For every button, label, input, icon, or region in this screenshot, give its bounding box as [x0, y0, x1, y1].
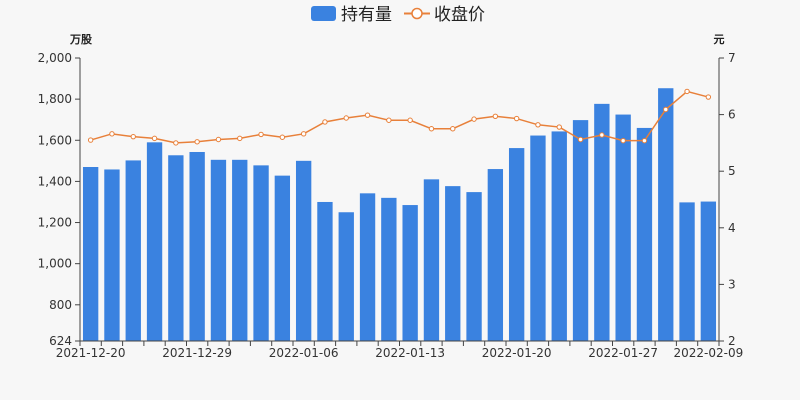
left-axis-tick-label: 1,200: [38, 216, 72, 230]
bar[interactable]: [104, 169, 120, 341]
price-point[interactable]: [130, 133, 136, 140]
bar[interactable]: [508, 148, 525, 341]
price-point[interactable]: [556, 124, 562, 130]
x-axis-tick-label: 2021-12-29: [162, 346, 232, 360]
legend-label-holdings: 持有量: [341, 5, 392, 25]
bar-series-holdings: [82, 88, 717, 342]
price-point[interactable]: [173, 140, 179, 146]
price-point[interactable]: [705, 94, 712, 100]
left-axis-unit: 万股: [69, 33, 93, 46]
bar[interactable]: [615, 114, 631, 341]
price-point[interactable]: [641, 137, 648, 144]
price-point[interactable]: [322, 119, 328, 125]
bar[interactable]: [402, 205, 418, 341]
price-point[interactable]: [87, 137, 94, 143]
legend-swatch-holdings: [311, 6, 336, 21]
legend[interactable]: 持有量 收盘价: [311, 5, 485, 25]
price-point[interactable]: [279, 134, 286, 140]
x-axis-tick-label: 2022-01-20: [482, 346, 552, 360]
bar[interactable]: [253, 165, 269, 341]
price-point[interactable]: [492, 113, 499, 120]
bar[interactable]: [445, 186, 461, 341]
x-axis-tick-label: 2021-12-20: [56, 346, 126, 360]
bar[interactable]: [210, 159, 227, 341]
price-point[interactable]: [300, 131, 307, 137]
price-point[interactable]: [471, 116, 477, 122]
bar[interactable]: [381, 197, 397, 341]
left-axis-tick-label: 1,800: [38, 92, 72, 106]
price-point[interactable]: [620, 137, 626, 144]
price-point[interactable]: [428, 126, 435, 132]
price-point[interactable]: [407, 117, 413, 123]
right-axis-tick-label: 7: [728, 51, 736, 65]
price-line: [90, 90, 709, 144]
price-point[interactable]: [535, 122, 541, 128]
left-axis-tick-label: 2,000: [38, 51, 72, 65]
bar[interactable]: [232, 159, 248, 341]
price-point[interactable]: [513, 115, 520, 122]
left-axis-tick-label: 1,400: [38, 174, 72, 188]
left-axis-tick-label: 1,000: [38, 257, 72, 271]
bar[interactable]: [636, 127, 653, 342]
price-point[interactable]: [258, 131, 264, 138]
line-series-price: [87, 88, 712, 146]
axes: 624 800 1,000 1,200 1,400 1,600 1,800 2,000 2 3 4 5…: [38, 51, 744, 360]
price-point[interactable]: [599, 132, 605, 138]
price-point[interactable]: [386, 117, 392, 123]
bar[interactable]: [168, 155, 184, 341]
legend-swatch-price-marker: [411, 7, 423, 20]
bar[interactable]: [679, 202, 695, 341]
right-axis-tick-label: 5: [728, 164, 736, 178]
bar[interactable]: [146, 142, 163, 341]
bar[interactable]: [466, 192, 482, 341]
bar[interactable]: [551, 131, 567, 341]
price-point[interactable]: [237, 135, 243, 142]
price-point[interactable]: [194, 139, 200, 145]
price-point[interactable]: [343, 115, 349, 121]
x-axis-tick-label: 2022-02-09: [673, 346, 743, 360]
left-axis-tick-label: 800: [49, 298, 72, 312]
bar[interactable]: [338, 212, 354, 341]
price-point[interactable]: [684, 88, 690, 95]
price-point[interactable]: [109, 131, 115, 137]
x-axis-tick-label: 2022-01-27: [588, 346, 658, 360]
bar[interactable]: [423, 179, 440, 341]
right-axis-unit: 元: [714, 33, 725, 46]
bar[interactable]: [317, 201, 333, 341]
bar[interactable]: [125, 160, 141, 341]
bar[interactable]: [594, 103, 610, 341]
x-axis-tick-label: 2022-01-06: [269, 346, 339, 360]
legend-label-price: 收盘价: [434, 5, 485, 25]
right-axis-tick-label: 6: [728, 108, 736, 122]
bar[interactable]: [295, 160, 312, 341]
price-point[interactable]: [663, 106, 669, 113]
bar[interactable]: [530, 135, 546, 341]
bar[interactable]: [359, 193, 376, 341]
bar[interactable]: [658, 88, 674, 341]
x-axis-tick-label: 2022-01-13: [375, 346, 445, 360]
price-point[interactable]: [450, 126, 456, 132]
right-axis-tick-label: 2: [728, 334, 736, 348]
price-point[interactable]: [577, 136, 584, 143]
left-axis-tick-label: 624: [49, 334, 72, 348]
price-point[interactable]: [215, 136, 222, 143]
bar[interactable]: [189, 151, 205, 341]
bar[interactable]: [274, 175, 291, 341]
bar[interactable]: [572, 120, 589, 341]
bar[interactable]: [82, 167, 99, 341]
bar[interactable]: [487, 169, 504, 341]
price-point[interactable]: [364, 112, 371, 118]
right-axis-tick-label: 3: [728, 277, 736, 291]
bar[interactable]: [700, 201, 717, 341]
left-axis-tick-label: 1,600: [38, 133, 72, 147]
price-point[interactable]: [151, 135, 158, 142]
right-axis-tick-label: 4: [728, 221, 736, 235]
